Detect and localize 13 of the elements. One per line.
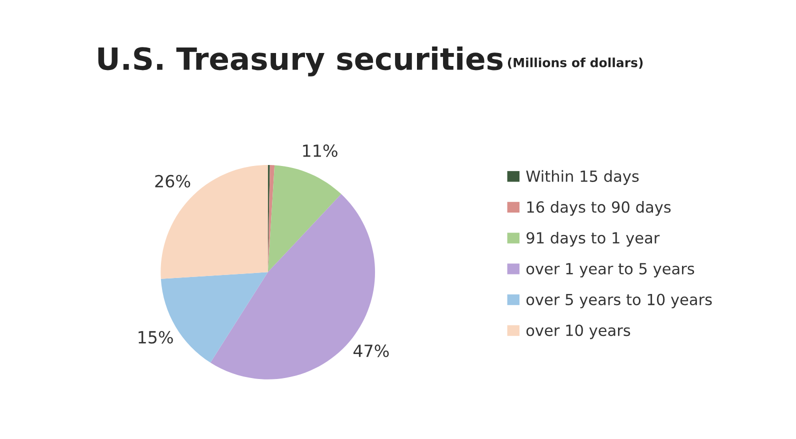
- legend-label: over 5 years to 10 years: [526, 294, 712, 308]
- pie-slice: [268, 165, 342, 272]
- legend-label: over 10 years: [526, 324, 630, 340]
- chart-subtitle: (Millions of dollars): [508, 58, 643, 69]
- data-label: 11%: [303, 144, 338, 158]
- data-label: 26%: [155, 174, 190, 188]
- legend-label: 16 days to 90 days: [527, 200, 671, 216]
- data-label: 47%: [353, 344, 389, 358]
- legend-label: 91 days to 1 year: [526, 232, 660, 247]
- chart-title: U.S. Treasury securities: [98, 46, 503, 76]
- legend-label: Within 15 days: [526, 170, 639, 185]
- legend-label: over 1 year to 5 years: [526, 263, 694, 278]
- data-label: 15%: [138, 330, 173, 344]
